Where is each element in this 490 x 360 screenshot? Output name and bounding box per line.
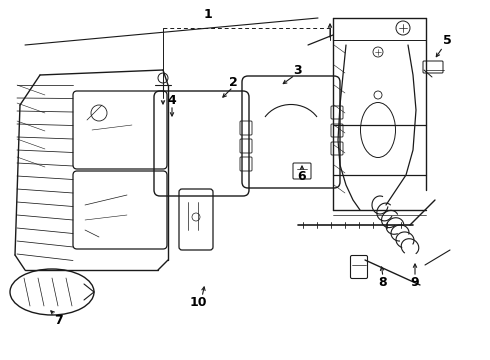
Text: 3: 3 — [293, 63, 301, 77]
Text: 2: 2 — [229, 76, 237, 89]
Text: 4: 4 — [168, 94, 176, 107]
Text: 9: 9 — [411, 275, 419, 288]
Text: 7: 7 — [53, 314, 62, 327]
Text: 10: 10 — [189, 296, 207, 309]
Text: 6: 6 — [298, 171, 306, 184]
Text: 8: 8 — [379, 275, 387, 288]
Text: 1: 1 — [204, 9, 212, 22]
Text: 5: 5 — [442, 33, 451, 46]
